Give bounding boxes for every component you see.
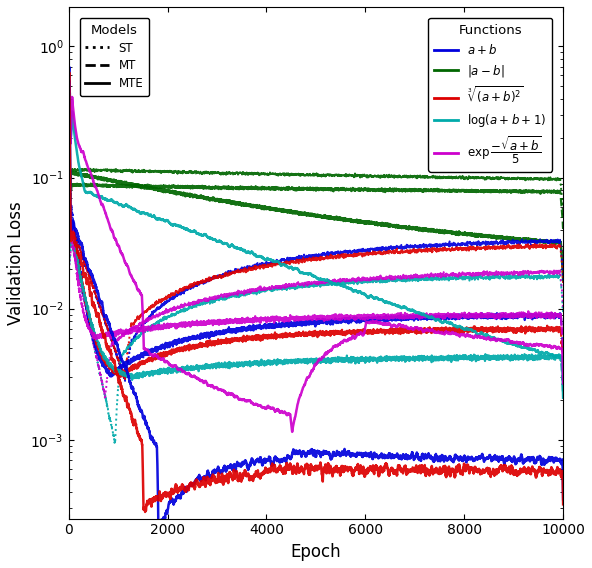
Y-axis label: Validation Loss: Validation Loss xyxy=(7,201,25,325)
Legend: $a + b$, $|a - b|$, $\sqrt[3]{(a+b)^2}$, $\log(a + b + 1)$, $\exp\dfrac{-\sqrt{a: $a + b$, $|a - b|$, $\sqrt[3]{(a+b)^2}$,… xyxy=(429,18,552,172)
X-axis label: Epoch: Epoch xyxy=(291,543,341,561)
